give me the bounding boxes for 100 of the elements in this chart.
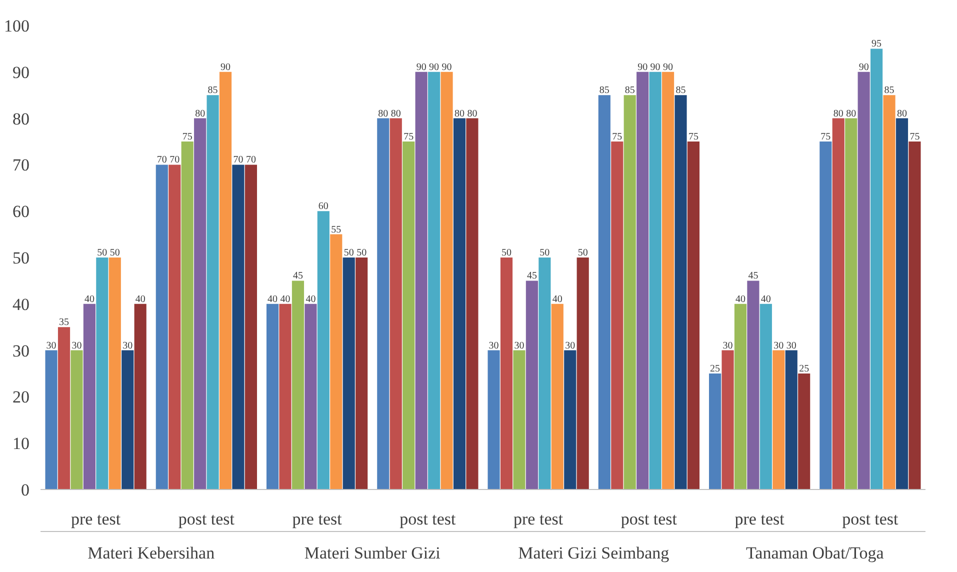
bar xyxy=(304,304,317,490)
bar xyxy=(134,304,146,490)
data-label: 80 xyxy=(833,108,844,120)
data-label: 75 xyxy=(182,132,192,142)
bar xyxy=(377,118,390,490)
bar xyxy=(488,350,500,490)
bar xyxy=(820,142,832,490)
y-tick-label: 50 xyxy=(12,248,30,268)
bar xyxy=(636,72,649,490)
bar xyxy=(500,258,513,490)
bar xyxy=(402,142,415,490)
data-label: 25 xyxy=(710,364,720,374)
x-tick-label: pre test xyxy=(734,510,785,528)
bar xyxy=(244,164,258,490)
bar xyxy=(576,258,589,490)
data-label: 80 xyxy=(195,108,206,120)
data-label: 80 xyxy=(467,108,478,120)
data-label: 55 xyxy=(331,224,342,236)
bar xyxy=(70,350,83,490)
bar xyxy=(611,142,624,490)
data-label: 45 xyxy=(292,270,303,282)
data-label: 50 xyxy=(97,248,108,258)
data-label: 75 xyxy=(820,132,831,142)
data-label: 50 xyxy=(540,248,550,258)
bar xyxy=(649,72,662,490)
data-label: 90 xyxy=(638,62,648,73)
data-label: 70 xyxy=(246,154,256,166)
bar xyxy=(342,258,355,490)
bar xyxy=(415,72,428,490)
bar xyxy=(232,164,244,490)
x-tick-label: post test xyxy=(400,510,456,528)
data-label: 50 xyxy=(502,248,512,258)
bar xyxy=(526,280,538,490)
data-label: 90 xyxy=(416,62,426,73)
bar xyxy=(96,258,108,490)
bar xyxy=(356,258,368,490)
bar xyxy=(513,350,526,490)
bar xyxy=(194,118,206,490)
data-label: 30 xyxy=(46,340,56,352)
bar xyxy=(292,280,304,490)
y-tick-label: 0 xyxy=(21,480,30,500)
bar xyxy=(466,118,478,490)
data-label: 85 xyxy=(884,85,894,96)
y-tick-label: 70 xyxy=(12,156,30,175)
bar xyxy=(58,327,70,490)
bar xyxy=(428,72,440,490)
y-tick-label: 10 xyxy=(12,434,30,454)
data-label: 30 xyxy=(722,340,733,352)
data-label: 30 xyxy=(72,340,82,352)
bar xyxy=(219,72,232,490)
bar xyxy=(896,118,908,490)
data-label: 40 xyxy=(135,294,146,305)
text: Tanaman Obat/Toga xyxy=(746,544,884,562)
bar xyxy=(45,350,58,490)
bar xyxy=(734,304,747,490)
data-label: 25 xyxy=(799,364,810,374)
data-label: 75 xyxy=(688,132,698,142)
data-label: 90 xyxy=(220,62,231,73)
text: Materi Kebersihan xyxy=(88,544,216,562)
y-tick-label: 100 xyxy=(4,16,30,36)
data-label: 30 xyxy=(488,340,499,352)
bar xyxy=(390,118,402,490)
bar xyxy=(662,72,674,490)
bar xyxy=(708,374,722,490)
data-label: 70 xyxy=(156,154,167,166)
bar xyxy=(538,258,551,490)
data-label: 90 xyxy=(650,62,660,73)
data-label: 40 xyxy=(268,294,278,305)
bar xyxy=(317,211,330,490)
data-label: 95 xyxy=(872,38,882,50)
x-tick-label: pre test xyxy=(71,510,121,528)
data-label: 70 xyxy=(170,154,180,166)
data-label: 35 xyxy=(59,317,70,328)
bar xyxy=(564,350,576,490)
data-label: 50 xyxy=(344,248,354,258)
bar xyxy=(108,258,121,490)
bar xyxy=(674,95,687,490)
bar xyxy=(330,234,342,490)
x-tick-label: pre test xyxy=(292,510,342,528)
data-label: 75 xyxy=(612,132,622,142)
y-tick-label: 30 xyxy=(12,341,30,360)
data-label: 70 xyxy=(233,154,244,166)
bar xyxy=(156,164,168,490)
data-label: 75 xyxy=(404,132,414,142)
bar xyxy=(624,95,636,490)
bar xyxy=(206,95,219,490)
bar xyxy=(266,304,279,490)
data-label: 50 xyxy=(110,248,120,258)
bar xyxy=(908,142,921,490)
bar xyxy=(858,72,870,490)
bar xyxy=(760,304,772,490)
y-tick-label: 60 xyxy=(12,202,30,222)
data-label: 40 xyxy=(280,294,290,305)
data-label: 45 xyxy=(748,270,758,282)
data-label: 75 xyxy=(910,132,920,142)
bar xyxy=(83,304,96,490)
data-label: 90 xyxy=(858,62,869,73)
data-label: 50 xyxy=(356,248,367,258)
bar xyxy=(687,142,700,490)
text: Materi Sumber Gizi xyxy=(304,544,441,562)
